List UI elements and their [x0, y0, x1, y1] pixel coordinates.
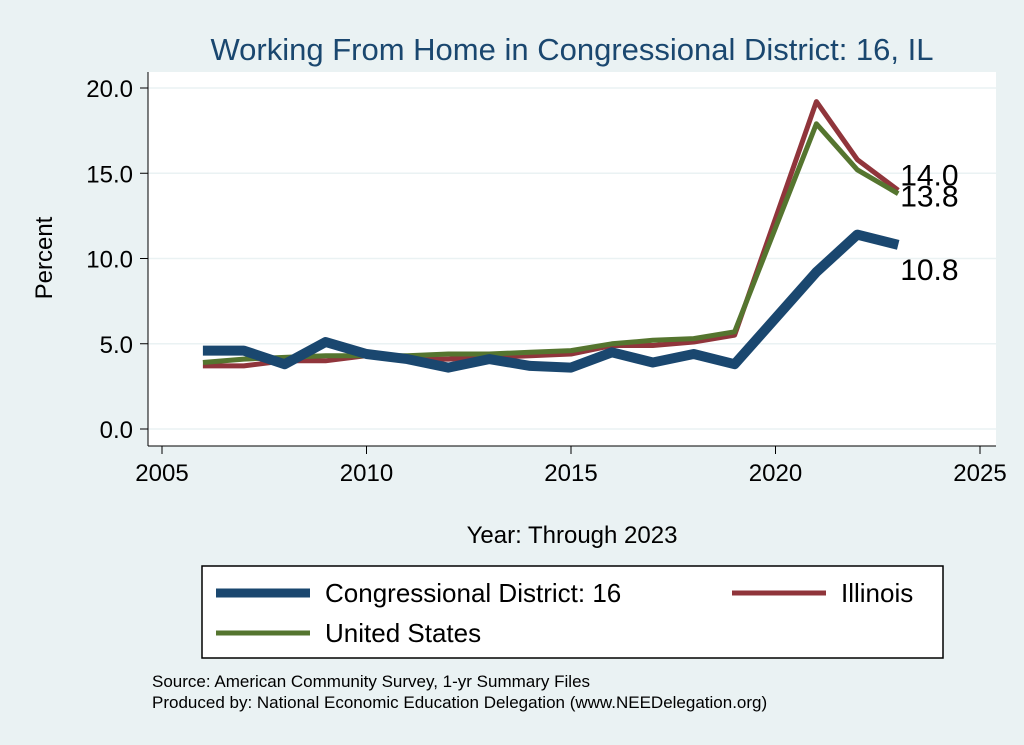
y-tick-label: 15.0: [86, 161, 133, 188]
y-tick-label: 5.0: [100, 332, 133, 359]
x-axis-title: Year: Through 2023: [467, 522, 678, 549]
y-tick-label: 0.0: [100, 417, 133, 444]
producer-note: Produced by: National Economic Education…: [152, 693, 767, 712]
x-tick-label: 2025: [953, 460, 1006, 487]
axes: 0.0 5.0 10.0 15.0 20.0 2005 2010 2015 2020 2025: [86, 72, 1007, 487]
source-note: Source: American Community Survey, 1-yr …: [152, 672, 590, 691]
x-tick-label: 2005: [135, 460, 188, 487]
x-tick-label: 2010: [340, 460, 393, 487]
legend-label-illinois: Illinois: [841, 578, 913, 608]
chart-title: Working From Home in Congressional Distr…: [210, 32, 933, 67]
end-label-district: 10.8: [900, 254, 958, 287]
legend: Congressional District: 16 Illinois Unit…: [201, 565, 944, 659]
x-tick-label: 2020: [749, 460, 802, 487]
y-tick-label: 10.0: [86, 247, 133, 274]
x-tick-label: 2015: [544, 460, 597, 487]
grid-lines: [148, 87, 996, 430]
end-labels: 10.8 14.013.8: [900, 159, 958, 287]
y-axis-title: Percent: [31, 216, 58, 299]
end-label-us: 13.8: [900, 181, 958, 214]
end-label-illinois: 14.0: [900, 159, 958, 192]
legend-box: [201, 565, 944, 659]
series-line-district: [202, 229, 900, 373]
series-line-us: [202, 121, 900, 365]
y-tick-label: 20.0: [86, 76, 133, 103]
legend-label-district: Congressional District: 16: [325, 578, 621, 608]
series-lines: [202, 99, 900, 373]
legend-label-us: United States: [325, 618, 481, 648]
